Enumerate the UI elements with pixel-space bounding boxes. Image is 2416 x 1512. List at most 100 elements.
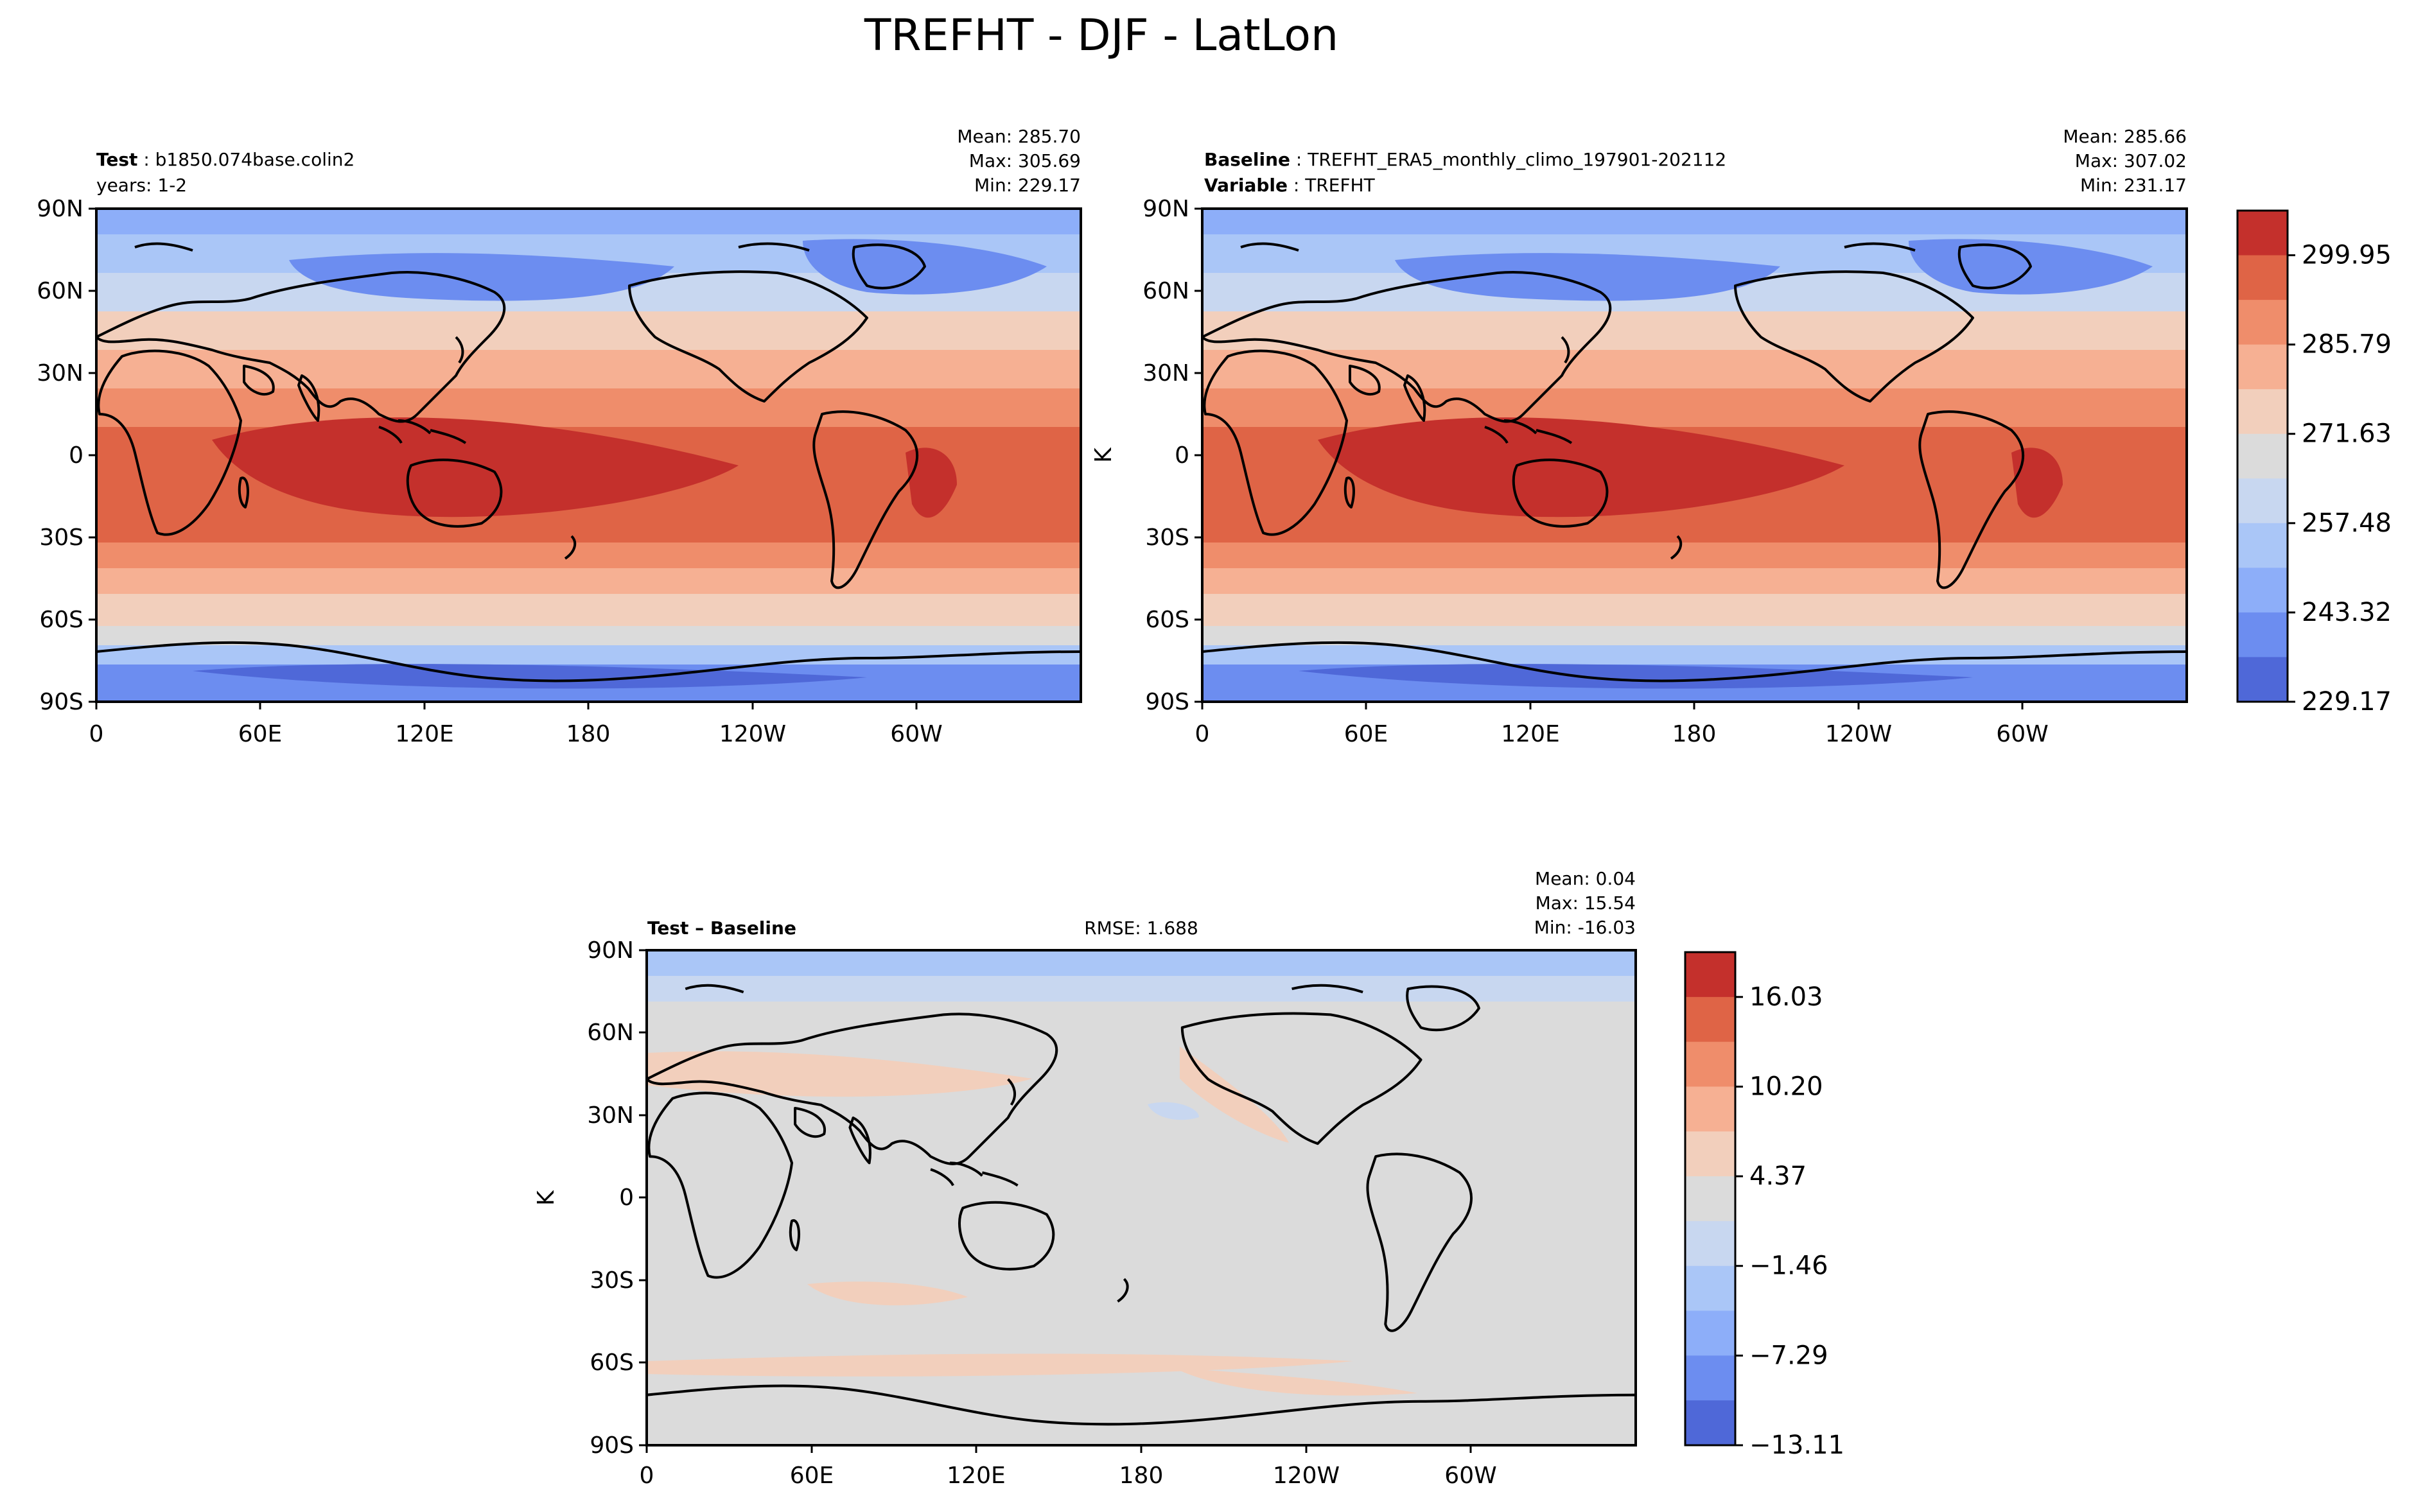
field-colorbar-tick-label: 229.17 <box>2302 687 2392 717</box>
svg-text:Variable : TREFHT: Variable : TREFHT <box>1204 175 1376 196</box>
diff-colorbar-segment <box>1685 1221 1735 1267</box>
diff-lat-tick: 30S <box>590 1267 634 1294</box>
field-colorbar-tick-label: 285.79 <box>2302 330 2392 360</box>
baseline-lat-tick: 90N <box>1142 196 1189 222</box>
test-lon-tick: 120E <box>395 721 453 747</box>
diff-colorbar-segment <box>1685 1041 1735 1087</box>
diff-lon-tick: 120W <box>1273 1463 1340 1489</box>
field-colorbar-segment <box>2237 568 2288 613</box>
field-colorbar-segment <box>2237 211 2288 256</box>
field-colorbar-tick-label: 299.95 <box>2302 241 2392 270</box>
diff-lat-tick: 0 <box>619 1185 634 1211</box>
baseline-lon-tick: 60W <box>1996 721 2048 747</box>
diff-field-map <box>647 950 1636 1445</box>
baseline-lat-tick: 30S <box>1145 525 1189 551</box>
diff-colorbar-segment <box>1685 1131 1735 1177</box>
diff-colorbar-tick-label: −13.11 <box>1749 1430 1844 1460</box>
field-colorbar-tick-label: 243.32 <box>2302 598 2392 627</box>
diff-colorbar-segment <box>1685 1355 1735 1401</box>
diff-colorbar: 16.03 10.20 4.37 −1.46 −7.29 −13.11 <box>1684 951 1844 1460</box>
baseline-lat-tick: 60N <box>1142 278 1189 304</box>
panel-test: Test : b1850.074base.colin2 years: 1-2 M… <box>37 126 1082 747</box>
diff-rmse: RMSE: 1.688 <box>1084 917 1198 939</box>
diff-colorbar-tick-label: 4.37 <box>1749 1161 1807 1191</box>
diff-lon-tick: 60E <box>790 1463 834 1489</box>
field-colorbar-segment <box>2237 612 2288 657</box>
baseline-field-map <box>1202 209 2187 702</box>
test-mean: Mean: 285.70 <box>957 126 1081 147</box>
diff-lon-tick: 120E <box>947 1463 1005 1489</box>
test-label-value: b1850.074base.colin2 <box>155 149 355 170</box>
baseline-lat-tick: 0 <box>1175 442 1189 469</box>
panel-baseline: Baseline : TREFHT_ERA5_monthly_climo_197… <box>1090 126 2188 747</box>
baseline-max: Max: 307.02 <box>2075 150 2187 171</box>
test-lon-tick: 120W <box>719 721 786 747</box>
field-colorbar-tick-label: 271.63 <box>2302 419 2392 449</box>
diff-colorbar-segment <box>1685 1086 1735 1132</box>
diff-colorbar-segment <box>1685 952 1735 998</box>
baseline-ylabel: K <box>1090 447 1117 463</box>
diff-lon-tick: 60W <box>1444 1463 1496 1489</box>
baseline-label-value: TREFHT_ERA5_monthly_climo_197901-202112 <box>1307 149 1726 170</box>
baseline-variable-key: Variable <box>1204 175 1288 196</box>
baseline-min: Min: 231.17 <box>2080 175 2187 196</box>
diff-min: Min: -16.03 <box>1534 917 1636 938</box>
field-colorbar: 299.95 285.79 271.63 257.48 243.32 229.17 <box>2236 209 2392 717</box>
test-lat-tick: 90N <box>37 196 83 222</box>
diff-colorbar-segment <box>1685 1310 1735 1356</box>
diff-colorbar-tick-label: −1.46 <box>1749 1251 1828 1281</box>
test-lon-tick: 180 <box>566 721 611 747</box>
test-lat-tick: 90S <box>39 689 83 715</box>
test-label-key: Test <box>96 149 137 170</box>
baseline-lon-tick: 120W <box>1825 721 1892 747</box>
diff-lat-tick: 30N <box>587 1102 634 1129</box>
baseline-lat-tick: 90S <box>1145 689 1189 715</box>
diff-lon-ticks: 0 60E 120E 180 120W 60W <box>640 1445 1497 1489</box>
test-lon-tick: 60W <box>890 721 942 747</box>
diff-colorbar-segment <box>1685 1265 1735 1312</box>
diff-colorbar-tick-label: 16.03 <box>1749 982 1823 1012</box>
baseline-lat-tick: 30N <box>1142 360 1189 387</box>
baseline-lon-tick: 60E <box>1344 721 1388 747</box>
diff-lat-tick: 60S <box>590 1350 634 1376</box>
test-years: years: 1-2 <box>96 175 187 196</box>
diff-colorbar-segment <box>1685 996 1735 1043</box>
diff-lat-tick: 90N <box>587 937 634 964</box>
field-colorbar-segment <box>2237 389 2288 435</box>
diff-max: Max: 15.54 <box>1536 892 1636 914</box>
test-lat-tick: 30S <box>39 525 83 551</box>
svg-text:Baseline : TREFHT_ERA5_monthly: Baseline : TREFHT_ERA5_monthly_climo_197… <box>1204 149 1726 170</box>
baseline-variable-value: TREFHT <box>1304 175 1375 196</box>
baseline-lon-tick: 180 <box>1672 721 1717 747</box>
baseline-lat-tick: 60S <box>1145 607 1189 633</box>
svg-text:Test : b1850.074base.colin2: Test : b1850.074base.colin2 <box>96 149 355 170</box>
diff-colorbar-tick-label: −7.29 <box>1749 1341 1828 1370</box>
test-min: Min: 229.17 <box>974 175 1081 196</box>
field-colorbar-segment <box>2237 255 2288 300</box>
test-lat-tick: 60N <box>37 278 83 304</box>
field-colorbar-frame <box>2236 209 2289 703</box>
baseline-label-key: Baseline <box>1204 149 1290 170</box>
test-lat-tick: 0 <box>69 442 83 469</box>
diff-colorbar-tick-label: 10.20 <box>1749 1072 1823 1101</box>
test-lat-tick: 30N <box>37 360 83 387</box>
field-colorbar-segment <box>2237 433 2288 479</box>
diff-colorbar-segment <box>1685 1400 1735 1446</box>
field-colorbar-tick-label: 257.48 <box>2302 508 2392 538</box>
baseline-lon-ticks: 0 60E 120E 180 120W 60W <box>1195 702 2049 747</box>
diff-colorbar-segment <box>1685 1176 1735 1222</box>
baseline-lon-tick: 120E <box>1501 721 1559 747</box>
diff-colorbar-frame <box>1684 951 1737 1447</box>
test-lon-ticks: 0 60E 120E 180 120W 60W <box>89 702 943 747</box>
baseline-lon-tick: 0 <box>1195 721 1210 747</box>
diff-lon-tick: 0 <box>640 1463 654 1489</box>
test-lon-tick: 60E <box>238 721 283 747</box>
diff-ylabel: K <box>533 1190 559 1206</box>
test-max: Max: 305.69 <box>969 150 1081 171</box>
diff-lat-tick: 60N <box>587 1020 634 1046</box>
field-colorbar-segment <box>2237 300 2288 345</box>
test-lat-ticks: 90N 60N 30N 0 30S 60S 90S <box>37 196 96 715</box>
baseline-lat-ticks: 90N 60N 30N 0 30S 60S 90S <box>1142 196 1202 715</box>
test-lon-tick: 0 <box>89 721 104 747</box>
